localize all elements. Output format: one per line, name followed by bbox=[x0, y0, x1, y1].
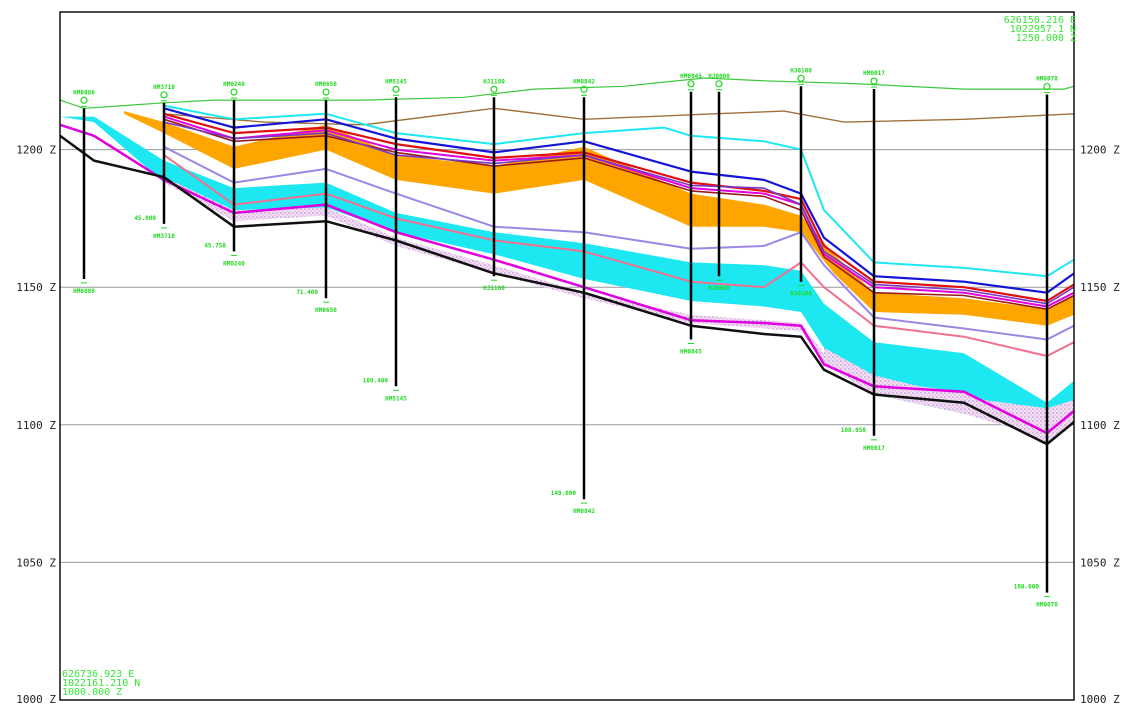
borehole-name-top: HM0842 bbox=[573, 78, 595, 85]
borehole: HM0078 HM0078 180.000 bbox=[1014, 76, 1059, 609]
borehole-name-bottom: HM3710 bbox=[153, 233, 175, 240]
borehole-name-bottom: HM0845 bbox=[680, 348, 702, 355]
z-tick-label-right: 1150 Z bbox=[1080, 281, 1120, 294]
borehole-depth: 109.400 bbox=[363, 377, 389, 384]
z-tick-label-left: 1100 Z bbox=[16, 419, 56, 432]
borehole-name-top: HM0880 bbox=[73, 89, 95, 96]
z-tick-label-right: 1050 Z bbox=[1080, 556, 1120, 569]
blue-line bbox=[163, 107, 1075, 294]
layer-pink-purple bbox=[164, 177, 1074, 445]
axis-labels-left: 1200 Z 1150 Z 1100 Z 1050 Z 1000 Z bbox=[16, 144, 56, 704]
purple-line bbox=[163, 121, 1075, 305]
lavender-line bbox=[163, 145, 1075, 341]
layer-orange bbox=[124, 111, 1074, 326]
boreholes: HM0880HM0880HM3710HM371045.000HM0240HM02… bbox=[73, 67, 1058, 608]
borehole-collar-icon bbox=[230, 88, 238, 96]
corner-top-line2: 1022957.1 N bbox=[1010, 24, 1076, 35]
borehole-name-bottom: HJ0100 bbox=[790, 291, 812, 298]
borehole-name-top: HM0078 bbox=[1036, 76, 1058, 83]
borehole-depth: 45.750 bbox=[204, 242, 226, 249]
dark-red-line bbox=[163, 118, 1075, 311]
borehole-name-top: HM0845 bbox=[680, 73, 702, 80]
borehole-collar-icon bbox=[715, 80, 723, 88]
borehole-name-bottom: HM0650 bbox=[315, 307, 337, 314]
pink-line bbox=[163, 154, 1075, 357]
borehole: HM0240 HM0240 45.750 bbox=[204, 81, 245, 267]
borehole-collar-icon bbox=[870, 77, 878, 85]
corner-top-line3: 1250.000 Z bbox=[1016, 33, 1076, 44]
borehole-collar-icon bbox=[160, 91, 168, 99]
borehole-name-top: HJ1180 bbox=[483, 78, 505, 85]
borehole: HJ0000 HJ0000 bbox=[708, 73, 730, 292]
borehole-name-bottom: HM0880 bbox=[73, 288, 95, 295]
borehole: HM0017 HM0017 108.050 bbox=[841, 70, 886, 452]
borehole-collar-icon bbox=[687, 80, 695, 88]
borehole: HM0845 HM0845 bbox=[680, 73, 702, 356]
borehole: HM5145 HM5145 109.400 bbox=[363, 78, 408, 402]
z-tick-label-right: 1000 Z bbox=[1080, 693, 1120, 704]
borehole: HM0650 HM0650 71.400 bbox=[296, 81, 337, 314]
plot-frame bbox=[59, 11, 1075, 701]
z-tick-label-left: 1200 Z bbox=[16, 144, 56, 157]
z-tick-label-left: 1150 Z bbox=[16, 281, 56, 294]
borehole-name-top: HM0650 bbox=[315, 81, 337, 88]
corner-bottom-line2: 1022161.210 N bbox=[62, 678, 140, 689]
corner-bottom-coords: 626736.923 E 1022161.210 N 1000.000 Z bbox=[62, 669, 140, 698]
z-tick-label-right: 1200 Z bbox=[1080, 144, 1120, 157]
borehole-name-top: HJ0100 bbox=[790, 67, 812, 74]
borehole: HM0842 HM0842 149.000 bbox=[551, 78, 596, 515]
borehole-name-bottom: HJ1180 bbox=[483, 285, 505, 292]
borehole-collar-icon bbox=[392, 85, 400, 93]
borehole: HM0880 HM0880 bbox=[73, 89, 95, 295]
axis-labels-right: 1200 Z 1150 Z 1100 Z 1050 Z 1000 Z bbox=[1080, 144, 1120, 704]
borehole-name-top: HJ0000 bbox=[708, 73, 730, 80]
borehole-depth: 45.000 bbox=[134, 215, 156, 222]
borehole-name-top: HM0017 bbox=[863, 70, 885, 77]
black-base bbox=[59, 134, 1075, 446]
z-tick-label-left: 1050 Z bbox=[16, 556, 56, 569]
borehole-depth: 149.000 bbox=[551, 490, 577, 497]
z-tick-label-left: 1000 Z bbox=[16, 693, 56, 704]
corner-bottom-line3: 1000.000 Z bbox=[62, 687, 122, 698]
borehole: HM3710 HM3710 45.000 bbox=[134, 84, 175, 240]
borehole-collar-icon bbox=[80, 96, 88, 104]
borehole-name-bottom: HM0017 bbox=[863, 445, 885, 452]
borehole-name-bottom: HM5145 bbox=[385, 395, 407, 402]
borehole-depth: 180.000 bbox=[1014, 584, 1040, 591]
borehole: HJ1180 HJ1180 bbox=[483, 78, 505, 292]
water-table-line bbox=[163, 107, 1075, 126]
borehole-name-top: HM3710 bbox=[153, 84, 175, 91]
corner-bottom-line1: 626736.923 E bbox=[62, 669, 134, 680]
magenta-base bbox=[59, 123, 1075, 435]
borehole-name-bottom: HM0240 bbox=[223, 260, 245, 267]
ground-surface-line bbox=[59, 77, 1075, 109]
borehole-name-bottom: HM0078 bbox=[1036, 602, 1058, 609]
borehole: HJ0100 HJ0100 bbox=[790, 67, 812, 297]
z-tick-label-right: 1100 Z bbox=[1080, 419, 1120, 432]
borehole-collar-icon bbox=[1043, 82, 1051, 91]
borehole-name-top: HM5145 bbox=[385, 78, 407, 85]
borehole-collar-icon bbox=[580, 85, 588, 93]
borehole-name-bottom: HJ0000 bbox=[708, 285, 730, 292]
borehole-collar-icon bbox=[490, 85, 498, 93]
corner-top-line1: 626150.216 E bbox=[1004, 15, 1076, 26]
borehole-depth: 108.050 bbox=[841, 427, 867, 434]
borehole-collar-icon bbox=[322, 88, 330, 96]
corner-top-coords: 626150.216 E 1022957.1 N 1250.000 Z bbox=[1004, 15, 1076, 44]
magenta-upper bbox=[163, 115, 1075, 308]
borehole-name-bottom: HM0842 bbox=[573, 508, 595, 515]
borehole-name-top: HM0240 bbox=[223, 81, 245, 88]
borehole-collar-icon bbox=[797, 74, 805, 82]
grid-lines bbox=[60, 149, 1074, 563]
borehole-depth: 71.400 bbox=[296, 289, 318, 296]
